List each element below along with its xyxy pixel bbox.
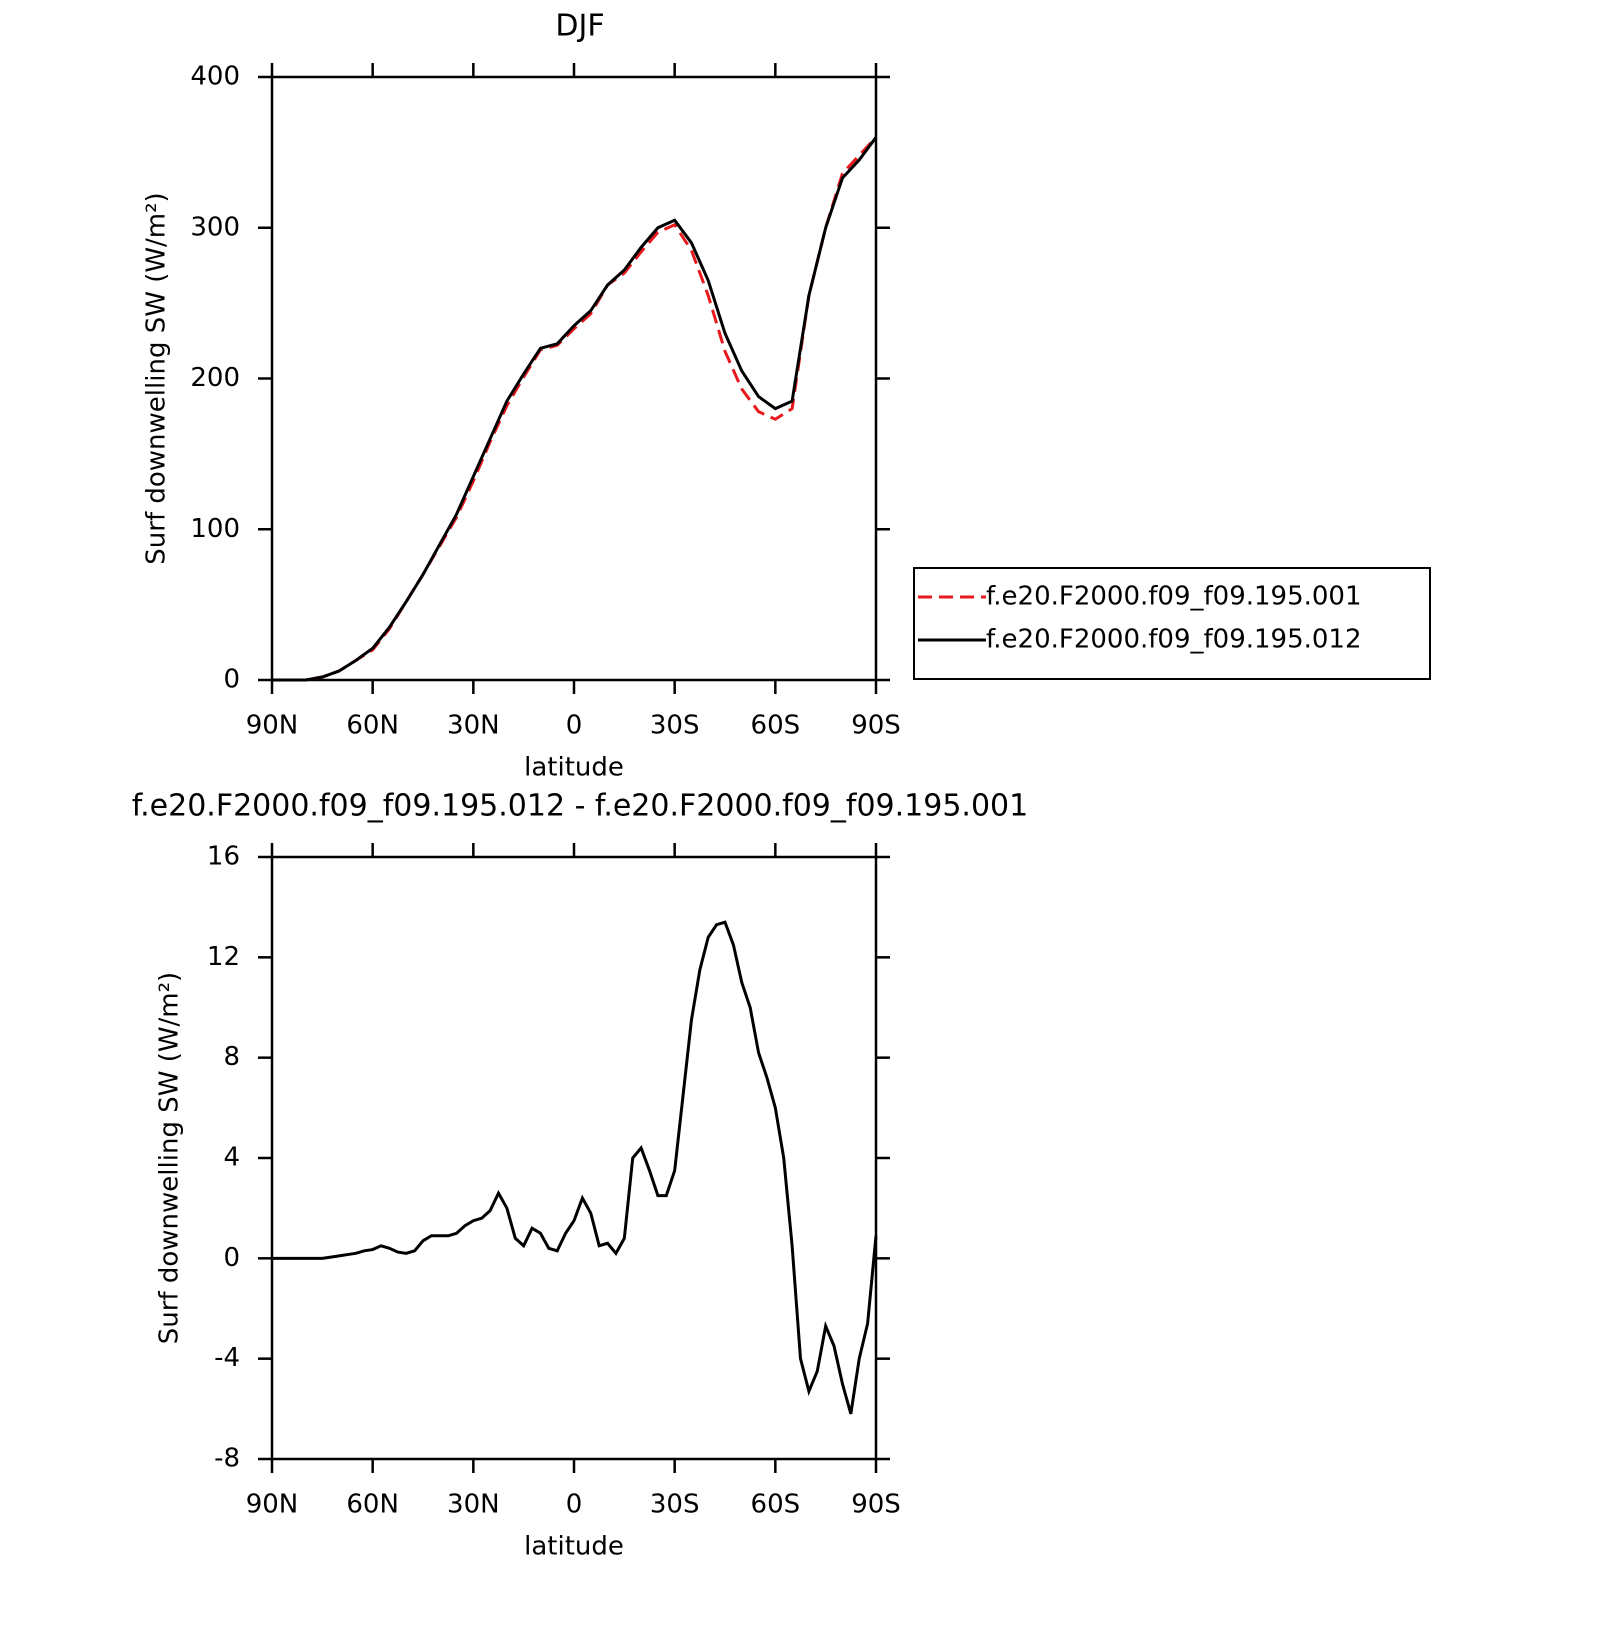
- x-tick-label: 60S: [751, 1490, 801, 1520]
- y-tick-label: 4: [223, 1143, 240, 1173]
- x-tick-label: 30N: [447, 1490, 500, 1520]
- legend-label: f.e20.F2000.f09_f09.195.001: [986, 582, 1362, 612]
- x-tick-label: 0: [566, 711, 583, 741]
- y-tick-label: 400: [190, 62, 240, 92]
- y-tick-label: -8: [214, 1444, 240, 1474]
- x-axis-label: latitude: [524, 1532, 624, 1562]
- x-axis-label: latitude: [524, 753, 624, 783]
- y-tick-label: 300: [190, 212, 240, 242]
- y-tick-label: 0: [223, 1243, 240, 1273]
- plot-frame: [270, 855, 878, 1461]
- y-tick-label: 200: [190, 363, 240, 393]
- y-axis-label: Surf downwelling SW (W/m²): [142, 192, 172, 564]
- y-tick-label: 16: [207, 842, 240, 872]
- y-tick-label: 0: [223, 665, 240, 695]
- y-tick-label: 100: [190, 514, 240, 544]
- x-tick-label: 60N: [346, 1490, 399, 1520]
- y-axis-label: Surf downwelling SW (W/m²): [155, 972, 185, 1344]
- legend-box: [913, 567, 1431, 680]
- x-tick-label: 0: [566, 1490, 583, 1520]
- x-tick-label: 90N: [246, 1490, 299, 1520]
- chart-title: f.e20.F2000.f09_f09.195.012 - f.e20.F200…: [132, 789, 1028, 824]
- y-tick-label: -4: [214, 1343, 240, 1373]
- x-tick-label: 60N: [346, 711, 399, 741]
- plot-frame: [270, 75, 878, 682]
- data-line: [272, 136, 878, 682]
- x-tick-label: 90N: [246, 711, 299, 741]
- x-tick-label: 90S: [851, 1490, 901, 1520]
- x-tick-label: 30S: [650, 1490, 700, 1520]
- x-tick-label: 60S: [751, 711, 801, 741]
- data-line: [272, 136, 878, 682]
- data-line: [272, 920, 878, 1415]
- x-tick-label: 30N: [447, 711, 500, 741]
- legend-label: f.e20.F2000.f09_f09.195.012: [986, 625, 1362, 655]
- chart-title: DJF: [555, 9, 604, 44]
- x-tick-label: 30S: [650, 711, 700, 741]
- x-tick-label: 90S: [851, 711, 901, 741]
- y-tick-label: 12: [207, 942, 240, 972]
- y-tick-label: 8: [223, 1042, 240, 1072]
